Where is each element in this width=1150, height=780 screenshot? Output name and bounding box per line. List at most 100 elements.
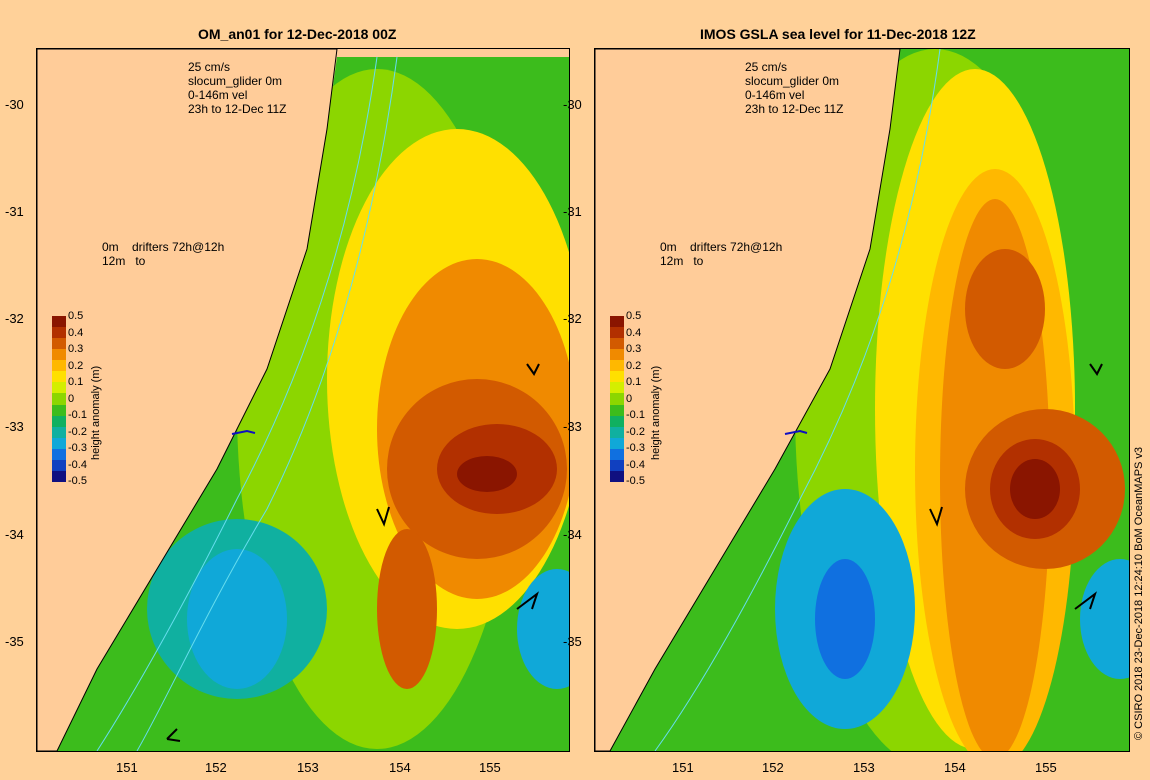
colorbar-tick-label: 0.5	[68, 310, 84, 322]
colorbar-tick-label: -0.2	[626, 425, 645, 438]
latitude-tick-label: -32	[563, 311, 582, 326]
anomaly-orange-south	[377, 529, 437, 689]
longitude-tick-label: 154	[389, 760, 411, 775]
colorbar-tick-label: 0.1	[626, 376, 642, 388]
colorbar-segment	[52, 404, 66, 416]
left-drifters-legend: 0m drifters 72h@12h 12m to	[102, 240, 225, 268]
latitude-tick-label: -33	[563, 419, 582, 434]
colorbar-tick-label: 0.3	[626, 343, 642, 355]
australia-land	[37, 49, 338, 751]
anomaly-east-eddy	[1080, 559, 1129, 679]
latitude-tick-label: -34	[563, 527, 582, 542]
colorbar-segment	[610, 349, 624, 361]
longitude-tick-label: 155	[479, 760, 501, 775]
right-drifters-legend: 0m drifters 72h@12h 12m to	[660, 240, 783, 268]
anomaly-deep-red	[1010, 459, 1060, 519]
longitude-tick-label: 153	[297, 760, 319, 775]
left-sea-level-map	[37, 49, 569, 751]
colorbar-segment	[52, 470, 66, 482]
colorbar-segment	[52, 426, 66, 438]
right-colorbar	[610, 316, 624, 482]
colorbar-segment	[52, 415, 66, 427]
latitude-tick-label: -32	[5, 311, 24, 326]
colorbar-segment	[52, 327, 66, 339]
colorbar-segment	[610, 470, 624, 482]
velocity-arrow	[166, 728, 181, 742]
left-map-panel	[36, 48, 570, 752]
velocity-arrow	[526, 363, 540, 376]
colorbar-segment	[610, 360, 624, 372]
colorbar-tick-label: 0.2	[68, 359, 84, 372]
colorbar-segment	[610, 382, 624, 394]
velocity-arrow	[929, 506, 943, 527]
anomaly-deep-blue-eddy	[815, 559, 875, 679]
left-panel-title: OM_an01 for 12-Dec-2018 00Z	[198, 26, 397, 42]
colorbar-tick-label: 0.2	[626, 359, 642, 372]
colorbar-tick-label: 0	[68, 392, 75, 405]
colorbar-segment	[610, 371, 624, 383]
colorbar-segment	[610, 316, 624, 328]
colorbar-segment	[610, 404, 624, 416]
colorbar-tick-label: 0.3	[68, 343, 84, 355]
credit-text: © CSIRO 2018 23-Dec-2018 12:24:10 BoM Oc…	[1133, 446, 1145, 740]
anomaly-blue-eddy	[187, 549, 287, 689]
colorbar-segment	[610, 338, 624, 350]
colorbar-tick-label: -0.1	[626, 409, 645, 421]
colorbar-tick-label: -0.1	[68, 409, 87, 421]
colorbar-segment	[610, 327, 624, 339]
latitude-tick-label: -35	[5, 634, 24, 649]
glider-track	[231, 429, 256, 435]
australia-land	[595, 49, 901, 751]
colorbar-segment	[610, 426, 624, 438]
colorbar-tick-label: 0.4	[68, 326, 84, 339]
right-panel-title: IMOS GSLA sea level for 11-Dec-2018 12Z	[700, 26, 976, 42]
glider-track	[784, 429, 808, 435]
left-colorbar	[52, 316, 66, 482]
colorbar-segment	[52, 459, 66, 471]
contour-line	[654, 49, 941, 751]
latitude-tick-label: -30	[5, 97, 24, 112]
longitude-tick-label: 155	[1035, 760, 1057, 775]
right-sea-level-map	[595, 49, 1129, 751]
longitude-tick-label: 152	[205, 760, 227, 775]
colorbar-tick-label: -0.5	[626, 475, 645, 487]
colorbar-tick-label: -0.3	[68, 442, 87, 454]
left-colorbar-title: height anomaly (m)	[90, 365, 102, 460]
colorbar-tick-label: -0.4	[68, 458, 87, 471]
longitude-tick-label: 152	[762, 760, 784, 775]
contour-line	[96, 56, 378, 751]
colorbar-tick-label: -0.5	[68, 475, 87, 487]
colorbar-segment	[52, 382, 66, 394]
anomaly-dark-red	[457, 456, 517, 492]
colorbar-segment	[52, 437, 66, 449]
longitude-tick-label: 151	[116, 760, 138, 775]
colorbar-segment	[610, 415, 624, 427]
colorbar-segment	[610, 448, 624, 460]
colorbar-tick-label: 0	[626, 392, 633, 405]
colorbar-tick-label: -0.3	[626, 442, 645, 454]
longitude-tick-label: 153	[853, 760, 875, 775]
colorbar-tick-label: 0.1	[68, 376, 84, 388]
colorbar-tick-label: -0.4	[626, 458, 645, 471]
colorbar-segment	[52, 338, 66, 350]
colorbar-segment	[52, 371, 66, 383]
right-colorbar-title: height anomaly (m)	[650, 365, 662, 460]
anomaly-red-north	[965, 249, 1045, 369]
colorbar-segment	[52, 393, 66, 405]
right-velocity-legend: 25 cm/s slocum_glider 0m 0-146m vel 23h …	[745, 60, 844, 116]
latitude-tick-label: -30	[563, 97, 582, 112]
latitude-tick-label: -33	[5, 419, 24, 434]
velocity-arrow	[1089, 363, 1103, 376]
colorbar-segment	[52, 448, 66, 460]
colorbar-segment	[610, 393, 624, 405]
colorbar-segment	[52, 349, 66, 361]
colorbar-segment	[610, 437, 624, 449]
longitude-tick-label: 154	[944, 760, 966, 775]
colorbar-tick-label: 0.5	[626, 310, 642, 322]
left-velocity-legend: 25 cm/s slocum_glider 0m 0-146m vel 23h …	[188, 60, 287, 116]
colorbar-segment	[52, 316, 66, 328]
colorbar-segment	[610, 459, 624, 471]
latitude-tick-label: -31	[5, 204, 24, 219]
latitude-tick-label: -31	[563, 204, 582, 219]
latitude-tick-label: -35	[563, 634, 582, 649]
